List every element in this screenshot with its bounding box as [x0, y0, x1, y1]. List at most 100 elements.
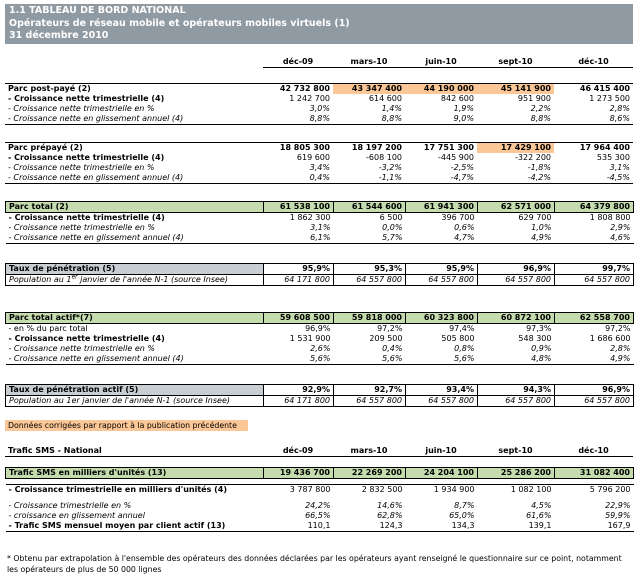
cell: 1 862 300 [289, 213, 331, 222]
cell: 3,1% [310, 223, 331, 232]
total-table: Parc total (2) 61 538 100 61 544 600 61 … [5, 201, 634, 244]
row-label: - Croissance nette trimestrielle en % [8, 344, 155, 353]
cell: 64 171 800 [263, 395, 334, 407]
cell: 65,0% [449, 511, 475, 520]
cell: 95,3% [333, 263, 406, 275]
cell: 2,8% [609, 104, 630, 113]
cell: 2,6% [310, 344, 331, 353]
cell: 96,9% [305, 324, 331, 333]
header-subtitle: Opérateurs de réseau mobile et opérateur… [9, 17, 350, 29]
footnote: * Obtenu par extrapolation à l'ensemble … [7, 554, 622, 574]
cell: 64 557 800 [477, 274, 555, 286]
row-label: Parc post-payé (2) [5, 83, 263, 94]
cell: 22,9% [605, 501, 631, 510]
row-label: - Croissance nette trimestrielle (4) [8, 153, 165, 162]
cell: 62 571 000 [477, 201, 555, 213]
cell: 64 171 800 [263, 274, 334, 286]
col-header: déc-10 [554, 446, 633, 457]
cell: 4,9% [554, 354, 634, 365]
row-label: - Croissance nette trimestrielle (4) [8, 94, 165, 103]
col-header: sept-10 [477, 57, 554, 68]
row-label: - croissance en glissement annuel [8, 511, 145, 520]
cell: -3,2% [378, 163, 402, 172]
header-title: 1.1 TABLEAU DE BORD NATIONAL [9, 5, 186, 16]
cell: 18 805 300 [263, 142, 333, 153]
cell: 1,0% [531, 223, 552, 232]
report-header: 1.1 TABLEAU DE BORD NATIONAL Opérateurs … [5, 4, 633, 44]
cell: 18 197 200 [333, 142, 405, 153]
cell: 64 557 800 [333, 274, 406, 286]
cell: 167,9 [554, 521, 634, 532]
cell: 94,3% [477, 384, 555, 396]
col-header: juin-10 [405, 446, 477, 457]
cell: 0,9% [531, 344, 552, 353]
cell: 96,9% [477, 263, 555, 275]
cell: 1 082 100 [477, 484, 555, 495]
cell: 0,4% [263, 173, 333, 184]
row-label: - Croissance trimestrielle en % [8, 501, 132, 510]
cell: -1,8% [527, 163, 551, 172]
row-label: - Croissance nette en glissement annuel … [5, 233, 264, 244]
cell: 60 323 800 [405, 312, 478, 324]
cell: -4,5% [554, 173, 633, 184]
cell: -608 100 [366, 153, 402, 162]
row-label: - Croissance nette trimestrielle (4) [8, 334, 165, 343]
row-label: - Trafic SMS mensuel moyen par client ac… [5, 521, 264, 532]
cell: 0,6% [454, 223, 475, 232]
cell: -2,5% [450, 163, 474, 172]
cell: 61 941 300 [405, 201, 478, 213]
cell: 60 872 100 [477, 312, 555, 324]
cell: 61 538 100 [263, 201, 334, 213]
cell: 8,6% [554, 114, 633, 125]
cell: 8,8% [477, 114, 554, 125]
cell: 64 557 800 [405, 274, 478, 286]
penetration-table: Taux de pénétration (5) 95,9% 95,3% 95,9… [5, 263, 634, 286]
col-header: sept-10 [477, 446, 554, 457]
cell: 59 608 500 [263, 312, 334, 324]
cell: 110,1 [263, 521, 334, 532]
cell: 59 818 000 [333, 312, 406, 324]
row-label: - Croissance nette trimestrielle (4) [8, 213, 165, 222]
row-label: - Croissance nette en glissement annuel … [5, 173, 263, 184]
row-label: Population au 1er janvier de l'année N-1… [5, 395, 264, 407]
cell: 64 557 800 [405, 395, 478, 407]
cell: 64 557 800 [333, 395, 406, 407]
cell: 92,7% [333, 384, 406, 396]
cell: 8,8% [333, 114, 405, 125]
cell: 64 379 800 [554, 201, 634, 213]
row-label: - Croissance trimestrielle en milliers d… [5, 484, 264, 495]
cell: 59,9% [605, 511, 631, 520]
row-label: - Croissance nette en glissement annuel … [5, 114, 263, 125]
col-header: déc-09 [263, 57, 333, 68]
cell: 1 242 700 [289, 94, 330, 103]
cell: 5,7% [333, 233, 406, 244]
cell: 8,8% [263, 114, 333, 125]
cell: 64 557 800 [554, 395, 634, 407]
cell: 17 429 100 [477, 142, 554, 153]
cell: 99,7% [554, 263, 634, 275]
correction-legend: Données corrigées par rapport à la publi… [5, 420, 248, 431]
row-label: - Croissance nette trimestrielle en % [8, 163, 155, 172]
col-header: juin-10 [405, 57, 477, 68]
cell: 9,0% [405, 114, 477, 125]
cell: 5,6% [405, 354, 478, 365]
row-label: - en % du parc total [8, 324, 88, 333]
penetration-actif-table: Taux de pénétration actif (5) 92,9% 92,7… [5, 384, 634, 407]
cell: 22 269 200 [333, 467, 406, 479]
col-header: mars-10 [333, 57, 405, 68]
actif-table: Parc total actif*(7) 59 608 500 59 818 0… [5, 312, 634, 365]
cell: 19 436 700 [263, 467, 334, 479]
cell: 0,4% [382, 344, 403, 353]
cell: 1 808 800 [589, 213, 631, 222]
cell: 17 751 300 [405, 142, 477, 153]
cell: -4,2% [477, 173, 554, 184]
cell: 4,9% [477, 233, 555, 244]
cell: 5 796 200 [554, 484, 634, 495]
cell: 4,6% [554, 233, 634, 244]
cell: 62,8% [377, 511, 403, 520]
cell: 1,4% [381, 104, 402, 113]
row-label: Taux de pénétration actif (5) [5, 384, 264, 396]
cell: 1 934 900 [405, 484, 478, 495]
row-label: Parc total (2) [5, 201, 264, 213]
cell: 535 300 [596, 153, 630, 162]
